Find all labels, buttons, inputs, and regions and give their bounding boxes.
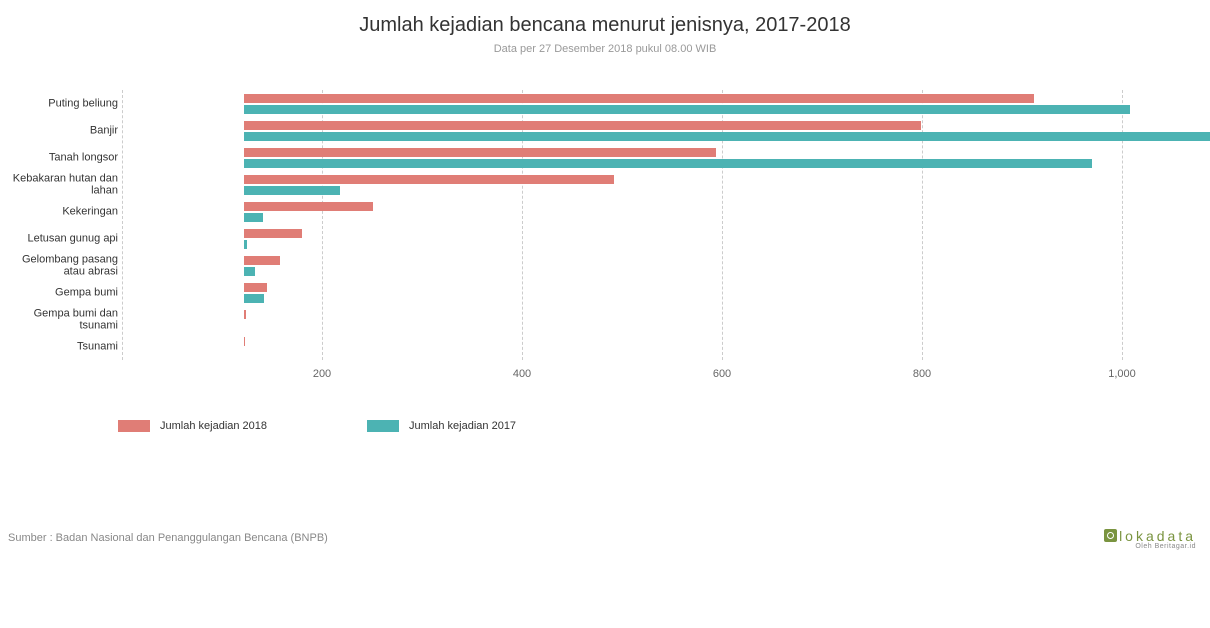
category-label: Kekeringan	[4, 205, 118, 218]
bar	[244, 213, 263, 222]
category-label: Puting beliung	[4, 97, 118, 110]
legend-label-2017: Jumlah kejadian 2017	[409, 420, 516, 432]
bar	[244, 186, 340, 195]
category-label: Banjir	[4, 124, 118, 137]
bar	[244, 283, 267, 292]
logo-main: lokadata	[1104, 528, 1196, 544]
bar	[244, 240, 247, 249]
bar	[244, 294, 264, 303]
grid-line	[722, 90, 723, 360]
logo-text: lokadata	[1119, 528, 1196, 544]
bar	[244, 229, 302, 238]
category-label: Gelombang pasang atau abrasi	[4, 253, 118, 278]
brand-logo: lokadata Oleh Beritagar.id	[1104, 528, 1196, 550]
grid-line	[522, 90, 523, 360]
bar	[244, 267, 255, 276]
x-tick-label: 200	[313, 368, 331, 380]
bar	[244, 121, 921, 130]
bar	[244, 337, 245, 346]
category-label: Letusan gunug api	[4, 232, 118, 245]
category-label: Tsunami	[4, 340, 118, 353]
bar	[244, 105, 1130, 114]
bar	[244, 159, 1092, 168]
chart-title: Jumlah kejadian bencana menurut jenisnya…	[0, 0, 1210, 37]
grid-line	[922, 90, 923, 360]
category-label: Kebakaran hutan dan lahan	[4, 172, 118, 197]
legend-swatch-2018	[118, 420, 150, 432]
plot-region	[122, 90, 1182, 360]
logo-sub: Oleh Beritagar.id	[1104, 543, 1196, 550]
legend-label-2018: Jumlah kejadian 2018	[160, 420, 267, 432]
category-label: Gempa bumi	[4, 286, 118, 299]
bar	[244, 175, 614, 184]
x-tick-label: 600	[713, 368, 731, 380]
grid-line	[322, 90, 323, 360]
x-tick-label: 1,000	[1108, 368, 1136, 380]
legend-item-2018: Jumlah kejadian 2018	[118, 420, 267, 432]
chart-area: 200 400 600 800 1,000 Puting beliung Banjir Tan…	[0, 90, 1210, 380]
legend: Jumlah kejadian 2018 Jumlah kejadian 201…	[118, 420, 516, 432]
bar	[244, 148, 716, 157]
bar	[244, 132, 1210, 141]
bar	[244, 94, 1034, 103]
category-label: Gempa bumi dan tsunami	[4, 307, 118, 332]
category-label: Tanah longsor	[4, 151, 118, 164]
grid-line	[122, 90, 123, 360]
bar	[244, 310, 246, 319]
legend-item-2017: Jumlah kejadian 2017	[367, 420, 516, 432]
bar	[244, 256, 280, 265]
x-tick-label: 400	[513, 368, 531, 380]
source-text: Sumber : Badan Nasional dan Penanggulang…	[8, 532, 328, 544]
chart-subtitle: Data per 27 Desember 2018 pukul 08.00 WI…	[0, 43, 1210, 55]
bar	[244, 202, 373, 211]
x-tick-label: 800	[913, 368, 931, 380]
logo-icon	[1104, 529, 1117, 542]
legend-swatch-2017	[367, 420, 399, 432]
grid-line	[1122, 90, 1123, 360]
